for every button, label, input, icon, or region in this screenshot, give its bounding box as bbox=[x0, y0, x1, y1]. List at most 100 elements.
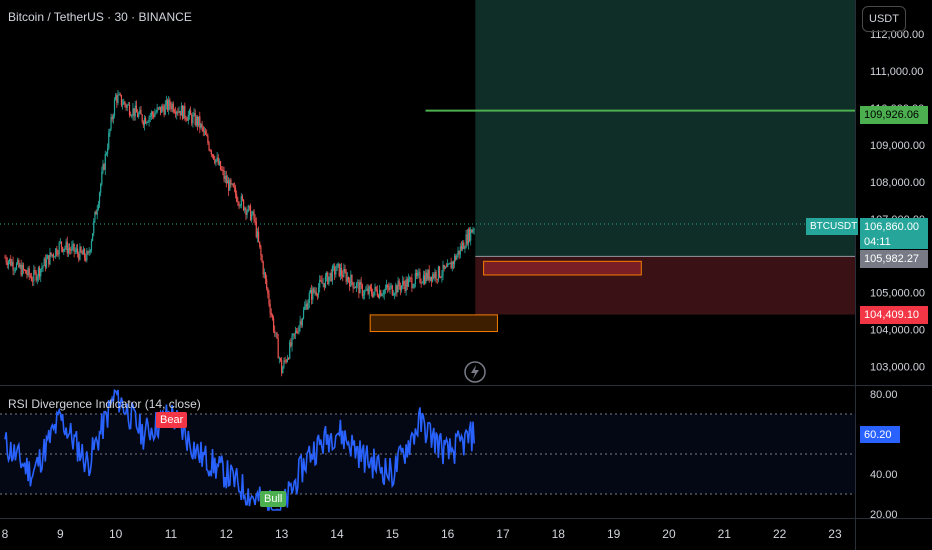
rsi-indicator-label[interactable]: RSI Divergence Indicator (14, close) bbox=[8, 397, 201, 411]
candle-body bbox=[29, 275, 31, 277]
candle-body bbox=[123, 101, 125, 105]
candle-body bbox=[284, 360, 286, 362]
rsi-tick-label: 20.00 bbox=[870, 509, 898, 521]
candle-body bbox=[92, 233, 94, 242]
candle-body bbox=[186, 119, 188, 121]
candle-body bbox=[113, 100, 116, 116]
candle-body bbox=[204, 131, 207, 135]
candle-body bbox=[189, 110, 192, 115]
price-tick-label: 108,000.00 bbox=[870, 177, 925, 189]
candle-body bbox=[222, 170, 224, 171]
time-tick-label: 9 bbox=[57, 527, 64, 541]
lightning-icon bbox=[464, 361, 486, 383]
candle-body bbox=[7, 261, 10, 266]
candle-body bbox=[19, 264, 21, 268]
candle-body bbox=[421, 282, 423, 284]
candle-body bbox=[80, 246, 82, 252]
candle-body bbox=[177, 111, 179, 113]
candle-body bbox=[115, 95, 117, 101]
candle-body bbox=[133, 108, 135, 117]
candle-body bbox=[101, 171, 103, 185]
candle-body bbox=[195, 116, 197, 125]
candle-body bbox=[14, 269, 16, 271]
chart-title: Bitcoin / TetherUS · 30 · BINANCE bbox=[8, 10, 192, 24]
candle-body bbox=[130, 114, 132, 116]
candle-body bbox=[215, 159, 217, 163]
candle-body bbox=[230, 179, 232, 184]
candle-body bbox=[407, 278, 410, 287]
candle-body bbox=[249, 206, 252, 221]
candle-body bbox=[126, 105, 128, 108]
candle-body bbox=[313, 288, 315, 293]
time-tick-label: 8 bbox=[2, 527, 9, 541]
candle-body bbox=[187, 114, 189, 121]
candle-body bbox=[417, 272, 419, 276]
candle-body bbox=[45, 259, 48, 268]
bar-countdown-label: 04:11 bbox=[860, 235, 928, 249]
price-tick-label: 104,000.00 bbox=[870, 325, 925, 337]
candle-body bbox=[171, 103, 173, 109]
candle-body bbox=[290, 342, 292, 347]
candle-body bbox=[345, 272, 347, 282]
candle-body bbox=[33, 269, 35, 282]
candle-body bbox=[38, 267, 41, 277]
candle-body bbox=[176, 111, 178, 115]
candle-body bbox=[441, 275, 443, 278]
candle-body bbox=[291, 335, 293, 347]
candle-body bbox=[77, 248, 79, 254]
time-tick-label: 13 bbox=[275, 527, 289, 541]
candle-body bbox=[389, 286, 391, 290]
candle-body bbox=[237, 201, 239, 203]
candle-body bbox=[366, 288, 368, 291]
candle-body bbox=[343, 268, 345, 278]
candle-body bbox=[276, 332, 278, 339]
rsi-line bbox=[4, 388, 475, 511]
candle-body bbox=[352, 282, 354, 289]
candle-body bbox=[100, 184, 102, 193]
candle-body bbox=[248, 205, 250, 207]
currency-selector[interactable]: USDT bbox=[862, 6, 906, 32]
candle-body bbox=[282, 367, 284, 374]
candle-body bbox=[103, 164, 105, 170]
candle-body bbox=[347, 277, 350, 281]
candle-body bbox=[277, 338, 279, 359]
candle-body bbox=[438, 266, 441, 278]
candle-body bbox=[274, 330, 276, 333]
candle-body bbox=[383, 289, 385, 295]
candle-body bbox=[6, 262, 8, 266]
candle-body bbox=[361, 284, 363, 296]
candle-body bbox=[200, 123, 202, 128]
candle-body bbox=[225, 175, 227, 184]
candle-body bbox=[13, 269, 15, 271]
candle-body bbox=[275, 332, 277, 334]
candle-body bbox=[15, 263, 18, 270]
candle-body bbox=[429, 276, 431, 281]
candle-body bbox=[360, 281, 362, 285]
candle-body bbox=[266, 279, 268, 289]
candle-body bbox=[185, 117, 187, 120]
candle-body bbox=[27, 268, 29, 275]
candle-body bbox=[397, 280, 399, 293]
candle-body bbox=[41, 267, 43, 270]
candle-body bbox=[422, 275, 425, 283]
candle-body bbox=[241, 196, 244, 200]
candle-body bbox=[196, 116, 199, 126]
candle-body bbox=[379, 290, 381, 298]
candle-body bbox=[467, 229, 469, 245]
candle-body bbox=[430, 276, 433, 282]
candle-body bbox=[83, 248, 86, 258]
candle-body bbox=[327, 272, 329, 284]
candle-body bbox=[388, 287, 390, 290]
candle-body bbox=[88, 252, 90, 253]
candle-body bbox=[350, 275, 352, 287]
candle-body bbox=[354, 287, 357, 289]
candle-body bbox=[81, 251, 83, 255]
candle-body bbox=[434, 271, 436, 278]
candle-body bbox=[12, 261, 14, 270]
candle-body bbox=[191, 114, 193, 124]
candle-body bbox=[232, 183, 234, 187]
candle-body bbox=[340, 267, 343, 275]
candle-body bbox=[464, 248, 466, 249]
candle-body bbox=[380, 290, 382, 297]
